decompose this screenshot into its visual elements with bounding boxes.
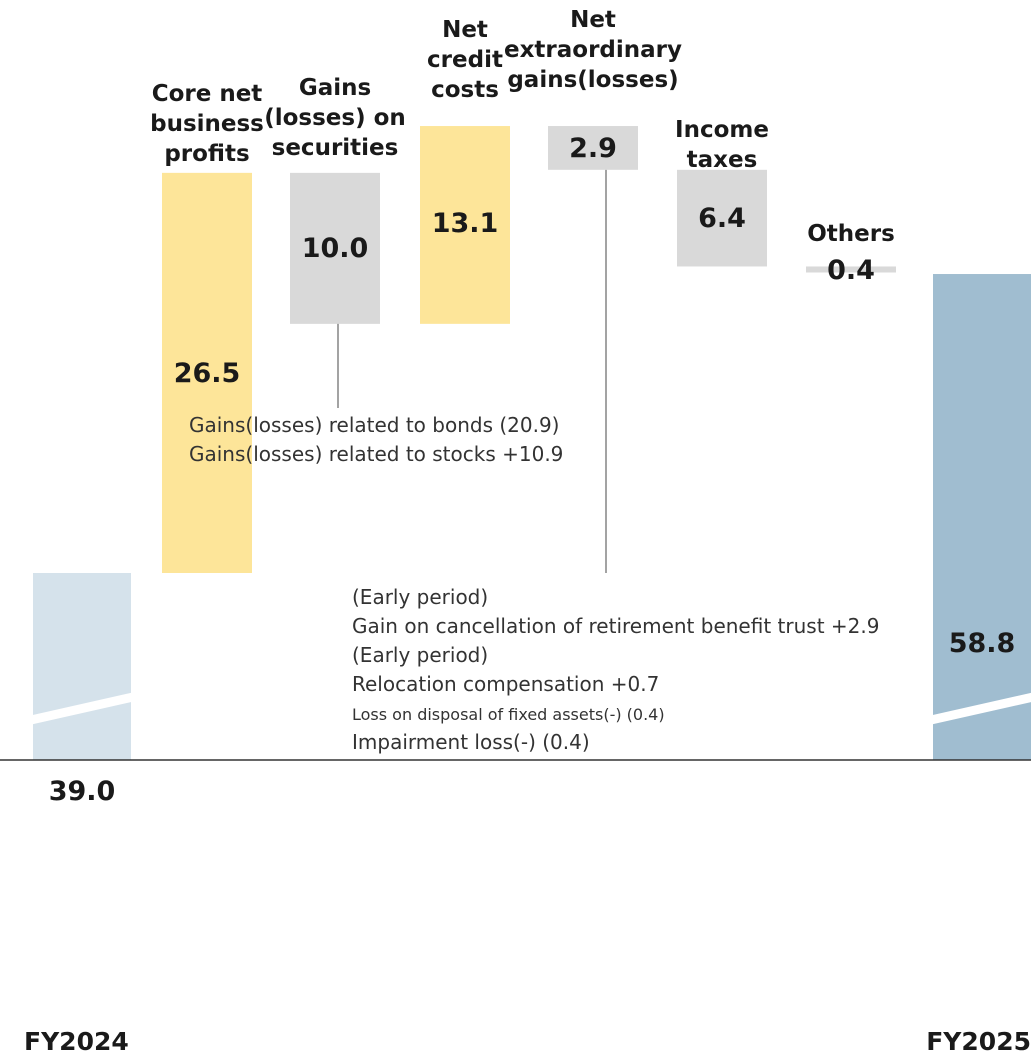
category-label-core-net-business-profits: profits	[164, 141, 249, 167]
category-label-income-taxes: Income	[675, 117, 769, 143]
extraordinary-annotation-line: Gain on cancellation of retirement benef…	[352, 614, 879, 638]
data-label-gains-losses-on-securities: 10.0	[302, 233, 369, 264]
securities-annotation-line: Gains(losses) related to stocks +10.9	[189, 442, 563, 466]
data-label-income-taxes: 6.4	[698, 203, 746, 234]
data-label-fy2024: 39.0	[49, 776, 116, 807]
x-tick-label-fy2024: FY2024	[24, 1027, 129, 1056]
category-label-income-taxes: taxes	[687, 147, 758, 173]
category-label-net-extraordinary-gains-losses: extraordinary	[504, 37, 682, 63]
category-label-gains-losses-on-securities: (losses) on	[264, 105, 406, 131]
category-label-net-credit-costs: Net	[442, 17, 488, 43]
extraordinary-annotation-line: Relocation compensation +0.7	[352, 672, 659, 696]
data-label-core-net-business-profits: 26.5	[174, 358, 241, 389]
category-label-gains-losses-on-securities: Gains	[299, 75, 371, 101]
category-label-others: Others	[807, 221, 895, 247]
extraordinary-annotation-line: (Early period)	[352, 585, 488, 609]
category-label-core-net-business-profits: Core net	[152, 81, 263, 107]
extraordinary-annotation-line: (Early period)	[352, 643, 488, 667]
data-label-others: 0.4	[827, 255, 875, 286]
data-label-net-credit-costs: 13.1	[432, 208, 499, 239]
category-label-net-credit-costs: credit	[427, 47, 503, 73]
securities-annotation-line: Gains(losses) related to bonds (20.9)	[189, 413, 559, 437]
category-label-net-credit-costs: costs	[431, 77, 499, 103]
extraordinary-annotation-line: Loss on disposal of fixed assets(-) (0.4…	[352, 705, 665, 724]
x-tick-label-fy2025: FY2025	[926, 1027, 1031, 1056]
bar-fy2024	[33, 573, 131, 760]
data-label-fy2025: 58.8	[949, 628, 1016, 659]
category-label-core-net-business-profits: business	[150, 111, 264, 137]
category-label-net-extraordinary-gains-losses: Net	[570, 7, 616, 33]
bar-fy2025	[933, 274, 1031, 760]
category-label-gains-losses-on-securities: securities	[272, 135, 399, 161]
category-label-net-extraordinary-gains-losses: gains(losses)	[507, 67, 678, 93]
data-label-net-extraordinary-gains-losses: 2.9	[569, 133, 617, 164]
extraordinary-annotation-line: Impairment loss(-) (0.4)	[352, 730, 590, 754]
